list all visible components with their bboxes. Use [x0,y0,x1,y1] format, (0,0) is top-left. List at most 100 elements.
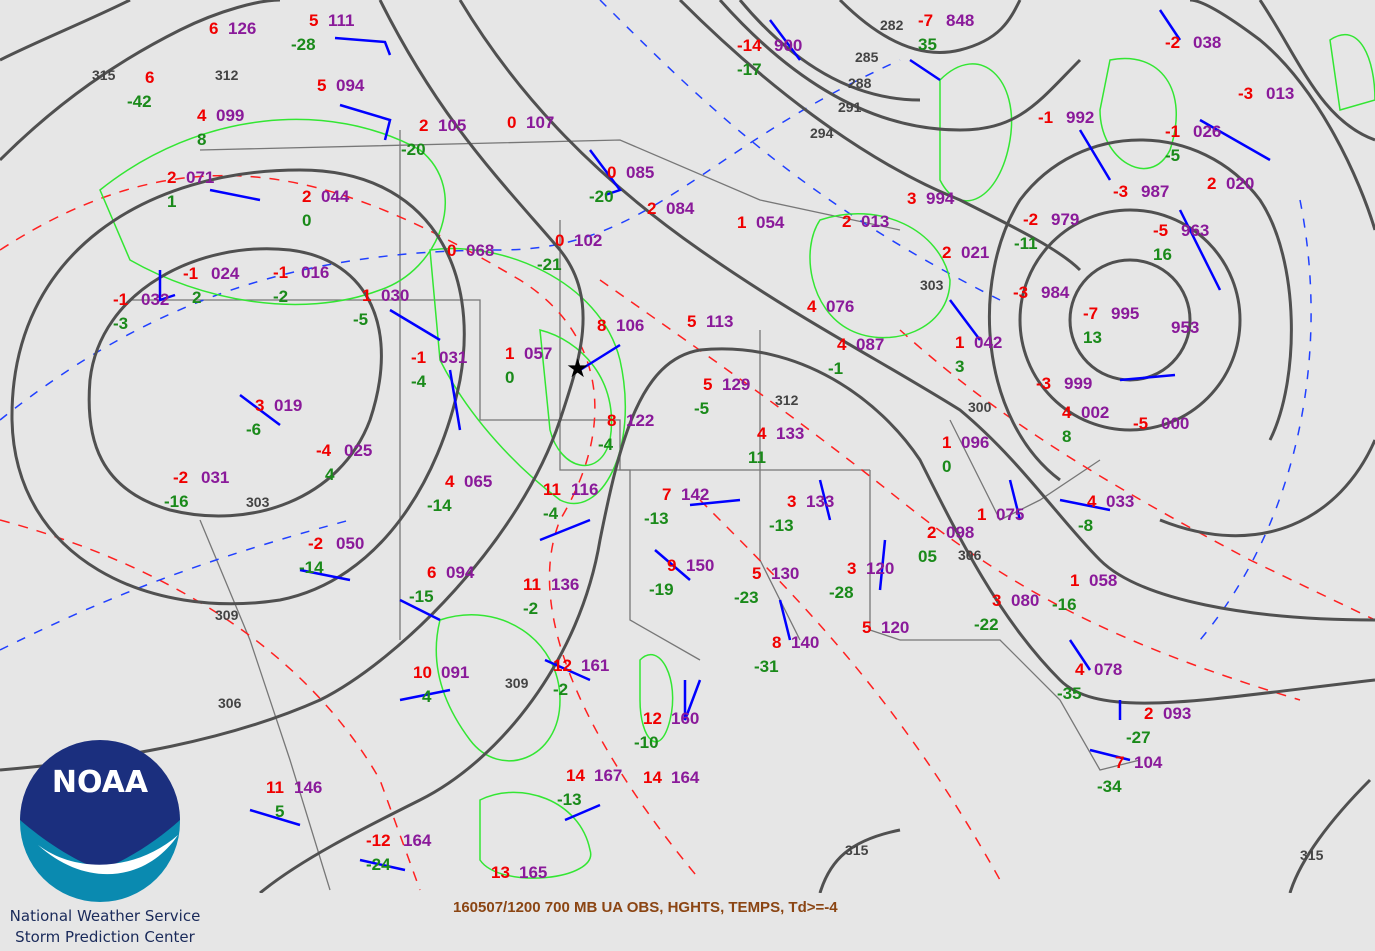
station-temperature: 5 [752,564,761,583]
station-height: 963 [1181,221,1209,240]
station-temperature: 0 [507,113,516,132]
station-dewpoint: -16 [1052,595,1077,614]
station-temperature: 5 [687,312,696,331]
station-height: 994 [926,189,955,208]
station-temperature: -3 [1036,374,1051,393]
station-temperature: 13 [491,863,510,882]
station-temperature: 2 [942,243,951,262]
station-height: 033 [1106,492,1134,511]
station-dewpoint: -6 [246,420,261,439]
station-temperature: -5 [1153,221,1168,240]
station-temperature: 1 [1070,571,1079,590]
station-temperature: 11 [543,480,561,499]
contour-label: 291 [838,99,862,115]
station-temperature: 7 [662,485,671,504]
station-temperature: -7 [918,11,933,30]
weather-map: 315 3123093063033002942912882852823123063… [0,0,1375,893]
station-dewpoint: 35 [918,35,937,54]
station-plot: 5 113 [687,312,733,331]
station-plot: 0 107 [507,113,554,132]
station-temperature: 2 [647,199,656,218]
star-marker: ★ [566,354,589,384]
station-plot: 3 019 -6 [246,396,302,439]
station-dewpoint: 11 [748,448,766,467]
station-temperature: -1 [183,264,198,283]
center-name: Storm Prediction Center [15,928,195,946]
station-plot: -5 963 16 [1153,221,1209,264]
station-height: 065 [464,472,492,491]
height-contours [0,0,1375,893]
station-height: 058 [1089,571,1117,590]
station-plot: 5 130 -23 [734,564,799,607]
station-height: 111 [328,11,355,30]
station-height: 020 [1226,174,1254,193]
station-plot: 1 042 3 [955,333,1002,376]
station-dewpoint: -17 [737,60,762,79]
map-caption: 160507/1200 700 MB UA OBS, HGHTS, TEMPS,… [453,899,838,916]
station-height: 075 [996,505,1024,524]
station-dewpoint: -13 [769,516,794,535]
station-temperature: 12 [553,656,572,675]
station-height: 116 [571,480,598,499]
station-height: 093 [1163,704,1191,723]
station-height: 848 [946,11,974,30]
station-height: 080 [1011,591,1039,610]
station-height: 054 [756,213,785,232]
station-dewpoint: 8 [1062,427,1071,446]
station-dewpoint: -5 [353,310,368,329]
contour-label: 306 [218,695,242,711]
station-plot: 10 091 4 [413,663,469,706]
station-height: 122 [626,411,654,430]
station-height: 104 [1134,753,1163,772]
station-plot: 3 120 -28 [829,559,894,602]
station-temperature: 1 [362,286,371,305]
station-height: 000 [1161,414,1189,433]
station-dewpoint: -11 [1014,234,1038,253]
contour-label: 285 [855,49,879,65]
station-plot: 2 098 05 [918,523,974,566]
station-height: 031 [439,348,467,367]
station-dewpoint: -2 [553,680,568,699]
station-temperature: 3 [787,492,796,511]
station-dewpoint: -19 [649,580,674,599]
station-plot: -1 026 -5 [1165,122,1221,165]
station-plot: 5 120 [862,618,909,637]
station-height: 038 [1193,33,1221,52]
station-height: 164 [403,831,432,850]
station-dewpoint: -5 [694,399,709,418]
station-plot: 6 094 -15 [409,563,475,606]
station-temperature: -7 [1083,304,1098,323]
station-height: 126 [228,19,256,38]
station-plot: 0 085 -20 [589,163,654,206]
station-temperature: -1 [113,290,128,309]
station-height: 900 [774,36,802,55]
station-temperature: 8 [772,633,781,652]
station-dewpoint: -8 [1078,516,1093,535]
station-plot: 7 142 -13 [644,485,709,528]
station-dewpoint: -13 [557,790,582,809]
station-temperature: 3 [992,591,1001,610]
station-temperature: 1 [955,333,964,352]
station-temperature: -2 [173,468,188,487]
station-temperature: 2 [302,187,311,206]
station-dewpoint: 4 [422,687,432,706]
station-plot: 1 054 [737,213,785,232]
station-height: 019 [274,396,302,415]
station-plot: 2 071 1 [167,168,214,211]
dewpoint-dashed [0,0,1312,651]
station-height: 992 [1066,108,1094,127]
station-height: 030 [381,286,409,305]
station-temperature: -1 [1165,122,1180,141]
station-temperature: -14 [737,36,762,55]
station-height: 091 [441,663,469,682]
station-dewpoint: -42 [127,92,152,111]
station-dewpoint: -3 [113,314,128,333]
station-plot: 1 030 -5 [353,286,409,329]
station-plot: -2 038 [1165,33,1221,52]
station-height: 096 [961,433,989,452]
station-height: 995 [1111,304,1139,323]
station-height: 094 [336,76,365,95]
station-height: 120 [881,618,909,637]
station-temperature: 6 [145,68,154,87]
station-dewpoint: -5 [1165,146,1180,165]
